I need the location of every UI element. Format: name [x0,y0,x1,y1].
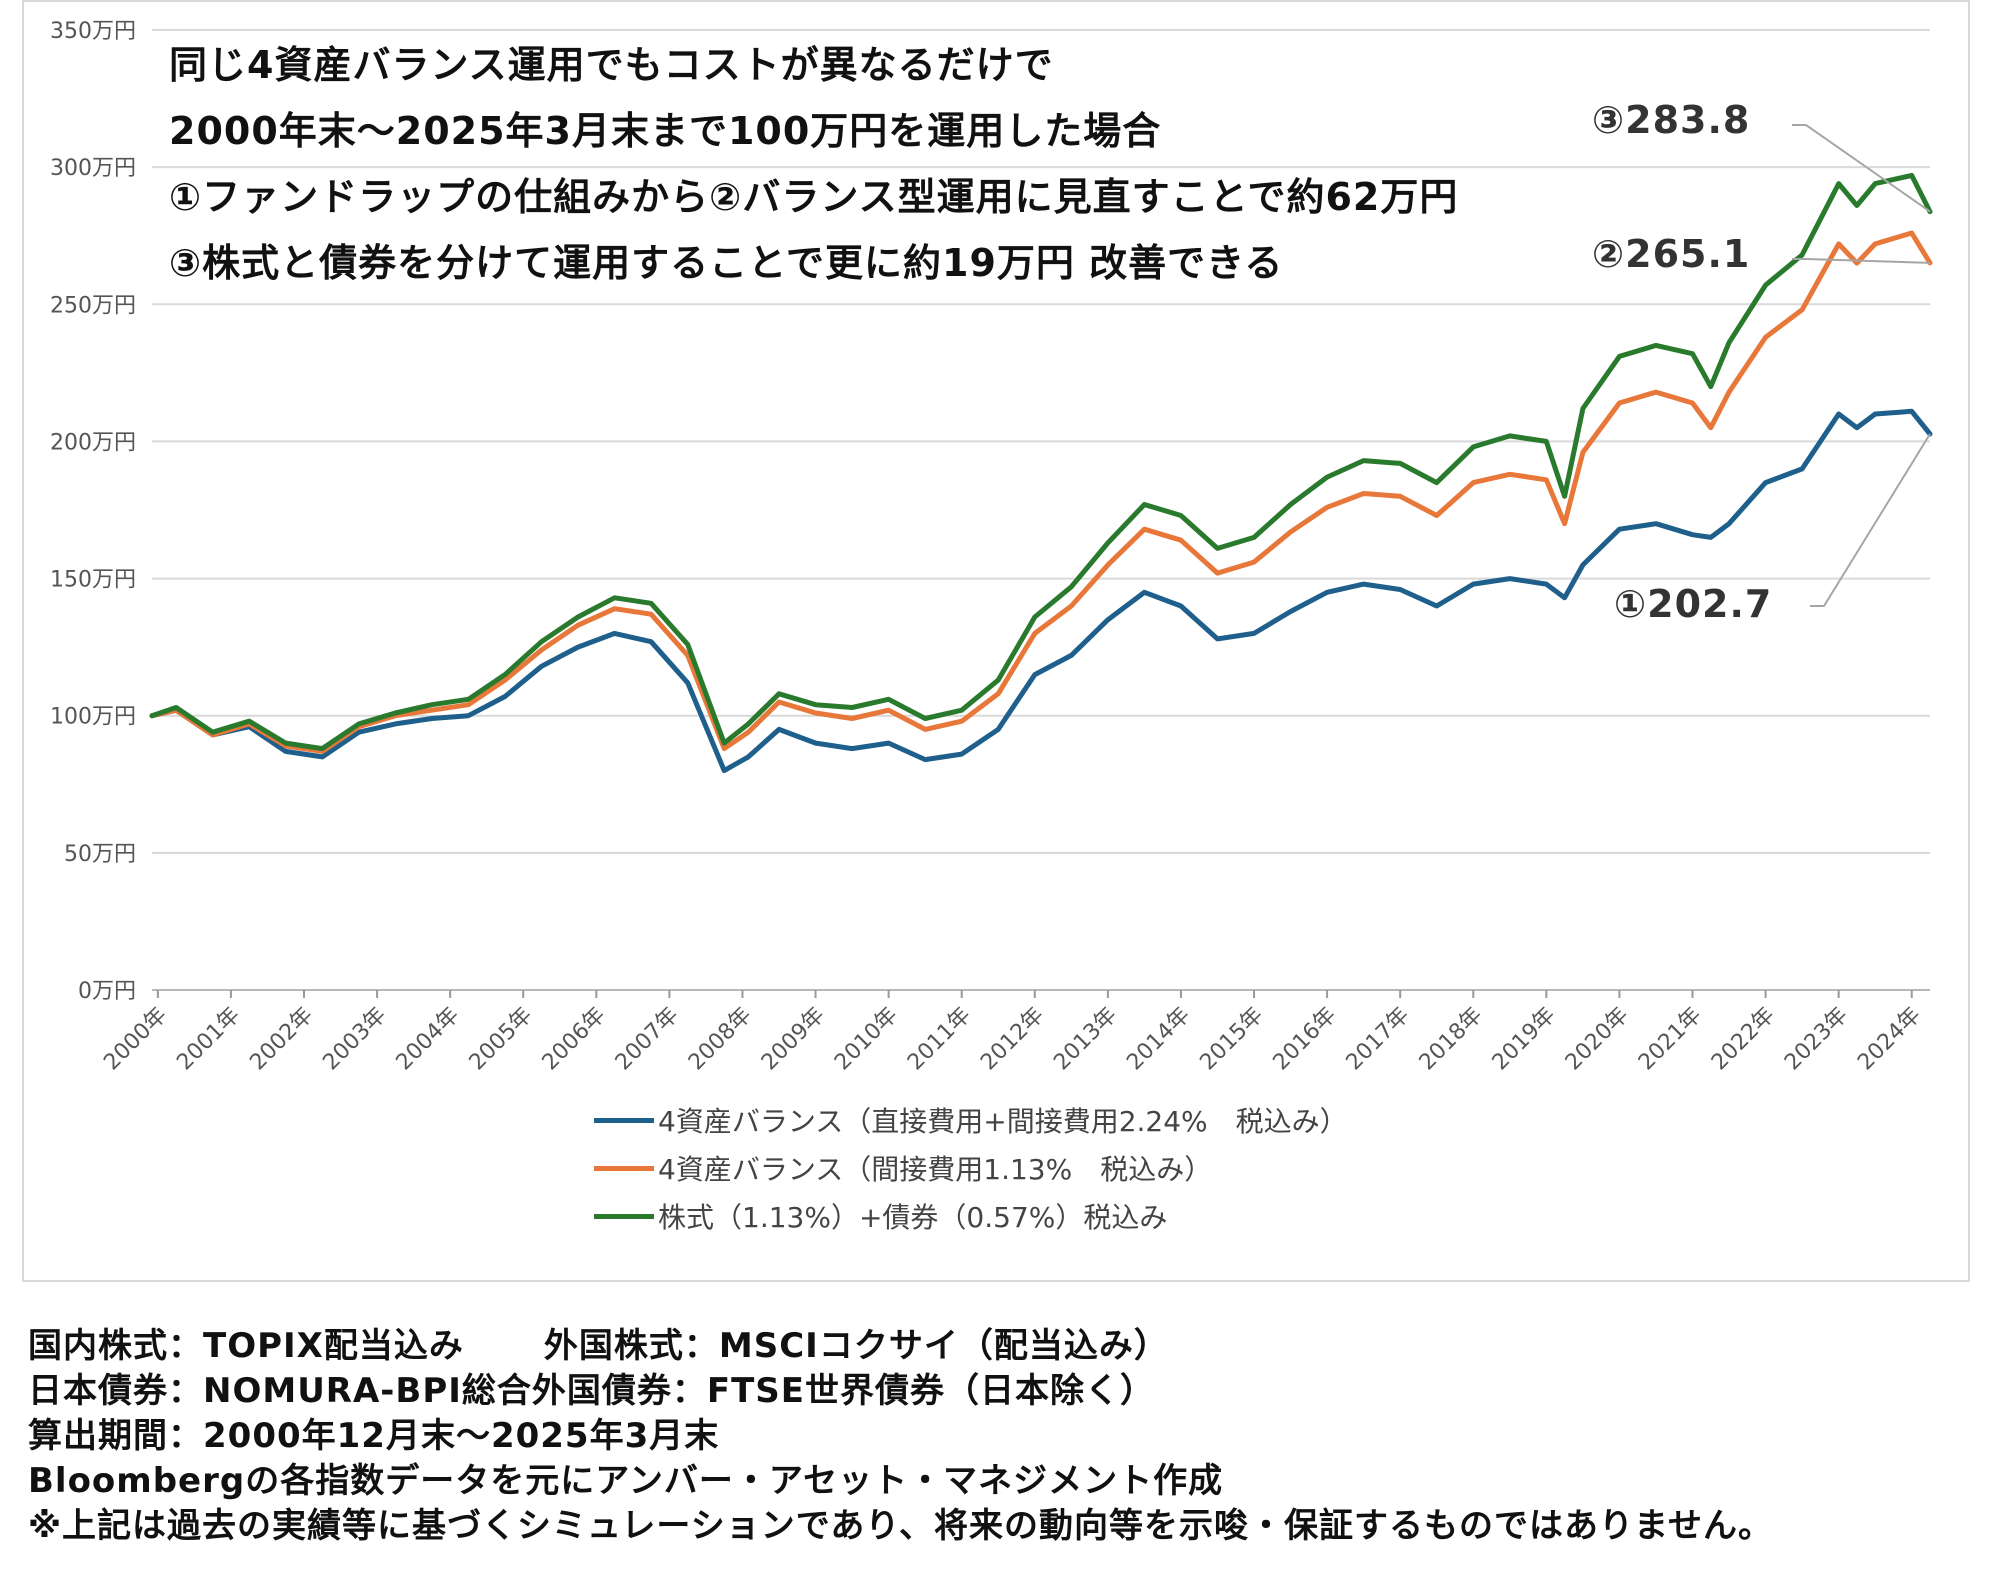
x-tick-label: 2000年 [99,1003,172,1076]
x-tick-label: 2016年 [1269,1003,1342,1076]
note-domestic-equity: 国内株式：TOPIX配当込み [28,1326,464,1366]
headline-line-3: ①ファンドラップの仕組みから②バランス型運用に見直すことで約62万円 [169,175,1459,219]
end-label-series-3: ③283.8 [1592,98,1751,142]
x-tick-label: 2022年 [1707,1003,1780,1076]
x-tick-label: 2005年 [465,1003,538,1076]
y-tick-label: 50万円 [64,842,136,867]
leader-series-2 [1792,258,1931,264]
y-tick-label: 100万円 [50,705,136,730]
line-chart: 0万円 50万円 100万円 150万円 200万円 250万円 300万円 350万円 20… [50,19,1933,1075]
x-tick-label: 2014年 [1122,1003,1195,1076]
legend-label-2: 4資産バランス（間接費用1.13% 税込み） [658,1153,1213,1186]
legend-label-3: 株式（1.13%）+債券（0.57%）税込み [658,1201,1168,1234]
y-tick-label: 200万円 [50,430,136,455]
x-tick-label: 2017年 [1342,1003,1415,1076]
legend-item-2: 4資産バランス（間接費用1.13% 税込み） [594,1148,1212,1188]
legend-item-1: 4資産バランス（直接費用+間接費用2.24% 税込み） [594,1100,1348,1140]
leader-series-1 [1810,433,1931,607]
note-line-1: 国内株式：TOPIX配当込み 外国株式：MSCIコクサイ（配当込み） [28,1318,1169,1367]
legend-swatch-2 [594,1165,654,1171]
x-tick-label: 2009年 [757,1003,830,1076]
x-tick-label: 2019年 [1488,1003,1561,1076]
x-tick-label: 2021年 [1634,1003,1707,1076]
y-tick-label: 300万円 [50,156,136,181]
legend-item-3: 株式（1.13%）+債券（0.57%）税込み [594,1196,1167,1236]
x-tick-label: 2003年 [318,1003,391,1076]
series-line-1 [149,408,1933,774]
x-tick-label: 2013年 [1049,1003,1122,1076]
x-tick-label: 2012年 [976,1003,1049,1076]
y-tick-label: 0万円 [78,979,136,1004]
leader-series-3 [1792,124,1931,213]
note-line-4: Bloombergの各指数データを元にアンバー・アセット・マネジメント作成 [28,1461,1224,1501]
legend-swatch-3 [594,1213,654,1219]
x-tick-label: 2001年 [172,1003,245,1076]
headline-line-2: 2000年末～2025年3月末まで100万円を運用した場合 [169,109,1162,153]
end-label-series-2: ②265.1 [1592,232,1751,276]
x-tick-label: 2002年 [245,1003,318,1076]
x-axis-ticks: 2000年 2001年 2002年 2003年 2004年 2005年 2006年 2007年… [99,990,1926,1075]
y-tick-label: 150万円 [50,568,136,593]
note-line-5: ※上記は過去の実績等に基づくシミュレーションであり、将来の動向等を示唆・保証する… [28,1506,1773,1546]
y-axis-ticks: 0万円 50万円 100万円 150万円 200万円 250万円 300万円 350万円 [50,19,136,1004]
note-line-3: 算出期間：2000年12月末～2025年3月末 [28,1416,720,1456]
series-line-2 [149,230,1933,754]
x-tick-label: 2020年 [1561,1003,1634,1076]
series-lines [149,172,1933,774]
x-tick-label: 2018年 [1415,1003,1488,1076]
y-tick-label: 250万円 [50,293,136,318]
x-tick-label: 2010年 [830,1003,903,1076]
y-tick-label: 350万円 [50,19,136,44]
headline-line-4: ③株式と債券を分けて運用することで更に約19万円 改善できる [169,241,1284,285]
end-label-series-1: ①202.7 [1614,582,1773,626]
note-line-2: 日本債券：NOMURA-BPI総合外国債券：FTSE世界債券（日本除く） [28,1371,1156,1411]
headline-line-1: 同じ4資産バランス運用でもコストが異なるだけで [169,43,1054,87]
x-tick-label: 2015年 [1195,1003,1268,1076]
x-tick-label: 2024年 [1853,1003,1926,1076]
x-tick-label: 2008年 [684,1003,757,1076]
end-label-leaders [1792,124,1931,607]
legend-swatch-1 [594,1117,654,1123]
note-foreign-equity: 外国株式：MSCIコクサイ（配当込み） [543,1326,1169,1366]
x-tick-label: 2011年 [903,1003,976,1076]
chart-frame: 0万円 50万円 100万円 150万円 200万円 250万円 300万円 350万円 20… [22,0,1970,1282]
x-tick-label: 2004年 [392,1003,465,1076]
legend-label-1: 4資産バランス（直接費用+間接費用2.24% 税込み） [658,1105,1348,1138]
series-line-3 [149,172,1933,752]
x-tick-label: 2007年 [611,1003,684,1076]
x-tick-label: 2006年 [538,1003,611,1076]
x-tick-label: 2023年 [1780,1003,1853,1076]
